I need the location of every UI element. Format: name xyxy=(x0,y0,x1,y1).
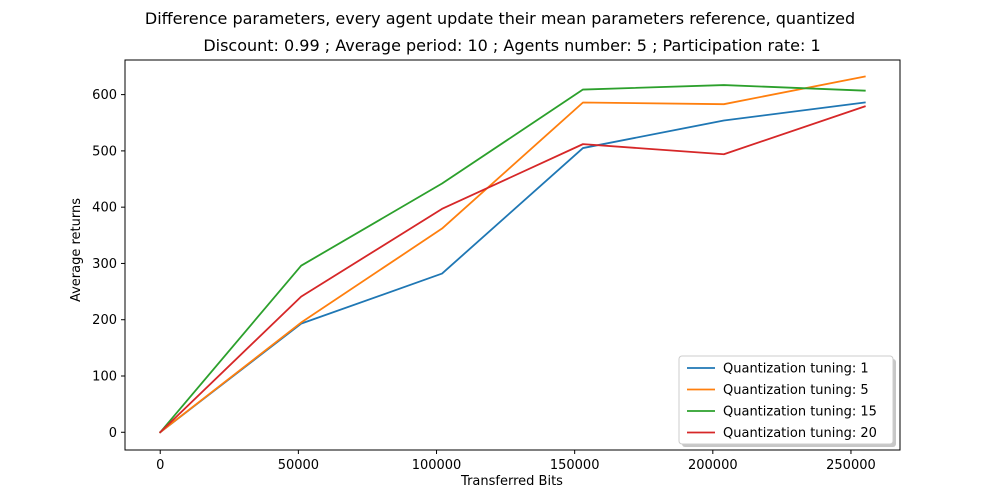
x-axis-label: Transferred Bits xyxy=(460,474,563,489)
legend-label-2: Quantization tuning: 5 xyxy=(723,383,869,398)
x-tick-label: 100000 xyxy=(412,458,462,473)
chart-suptitle: Difference parameters, every agent updat… xyxy=(145,9,855,28)
series-line-2 xyxy=(158,75,866,434)
x-tick-label: 50000 xyxy=(278,458,319,473)
chart-title: Discount: 0.99 ; Average period: 10 ; Ag… xyxy=(203,36,820,55)
series-line-3 xyxy=(158,84,866,434)
y-tick-label: 400 xyxy=(92,201,117,216)
legend-label-3: Quantization tuning: 15 xyxy=(723,405,877,420)
legend-box xyxy=(678,355,894,445)
x-tick-label: 250000 xyxy=(826,458,876,473)
y-tick-label: 500 xyxy=(92,144,117,159)
y-tick-label: 200 xyxy=(92,313,117,328)
axes-frame xyxy=(124,59,901,451)
legend: Quantization tuning: 1 Quantization tunin… xyxy=(678,355,896,447)
x-tick-label: 150000 xyxy=(550,458,600,473)
y-tick-label: 0 xyxy=(109,426,117,441)
plot-area: 0 50000 100000 150000 200000 250000 0 100 200 300… xyxy=(92,59,901,473)
y-axis-label: Average returns xyxy=(69,198,84,302)
legend-label-4: Quantization tuning: 20 xyxy=(723,426,877,441)
y-tick-label: 600 xyxy=(92,88,117,103)
y-tick-label: 300 xyxy=(92,257,117,272)
y-tick-label: 100 xyxy=(92,369,117,384)
series-line-4 xyxy=(158,105,866,434)
x-tick-label: 0 xyxy=(156,458,164,473)
legend-label-1: Quantization tuning: 1 xyxy=(723,362,869,377)
x-tick-label: 200000 xyxy=(688,458,738,473)
